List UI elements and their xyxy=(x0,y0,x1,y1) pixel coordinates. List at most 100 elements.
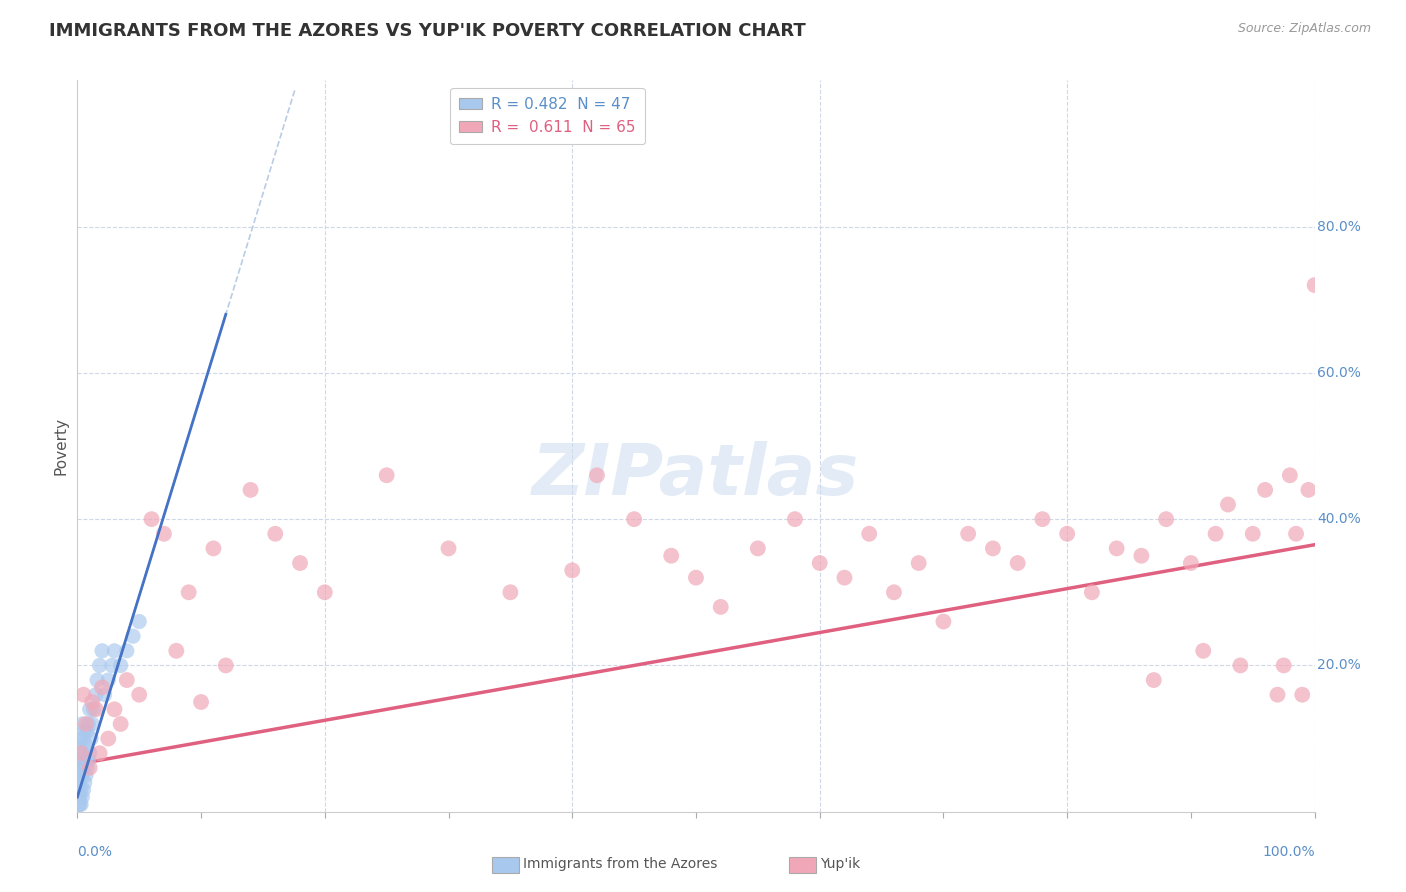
Point xyxy=(264,526,287,541)
Point xyxy=(69,754,91,768)
Text: Yup'ik: Yup'ik xyxy=(820,857,860,871)
Point xyxy=(76,724,98,739)
Text: 40.0%: 40.0% xyxy=(1317,512,1361,526)
Point xyxy=(1241,526,1264,541)
Text: IMMIGRANTS FROM THE AZORES VS YUP'IK POVERTY CORRELATION CHART: IMMIGRANTS FROM THE AZORES VS YUP'IK POV… xyxy=(49,22,806,40)
Point xyxy=(1229,658,1251,673)
Point xyxy=(70,731,93,746)
Point xyxy=(110,717,132,731)
Point xyxy=(86,673,108,687)
Point xyxy=(72,688,94,702)
Point xyxy=(747,541,769,556)
Point xyxy=(82,717,104,731)
Point xyxy=(79,761,101,775)
Point xyxy=(288,556,311,570)
Point xyxy=(1154,512,1177,526)
Point xyxy=(586,468,609,483)
Point xyxy=(77,754,100,768)
Point xyxy=(72,731,94,746)
Point xyxy=(128,615,150,629)
Point xyxy=(1278,468,1301,483)
Point xyxy=(858,526,880,541)
Point xyxy=(115,644,138,658)
Point xyxy=(115,673,138,687)
Point xyxy=(623,512,645,526)
Point xyxy=(1254,483,1277,497)
Point xyxy=(69,797,91,812)
Point xyxy=(79,746,101,760)
Legend: R = 0.482  N = 47, R =  0.611  N = 65: R = 0.482 N = 47, R = 0.611 N = 65 xyxy=(450,88,645,144)
Point xyxy=(72,717,94,731)
Point xyxy=(122,629,145,643)
Point xyxy=(72,790,94,805)
Point xyxy=(89,746,111,760)
Point xyxy=(70,761,93,775)
Point xyxy=(73,724,96,739)
Y-axis label: Poverty: Poverty xyxy=(53,417,69,475)
Point xyxy=(1105,541,1128,556)
Bar xyxy=(789,857,815,873)
Point xyxy=(69,775,91,789)
Point xyxy=(499,585,522,599)
Point xyxy=(1285,526,1308,541)
Text: Source: ZipAtlas.com: Source: ZipAtlas.com xyxy=(1237,22,1371,36)
Point xyxy=(1216,498,1239,512)
Point xyxy=(76,761,98,775)
Point xyxy=(75,768,97,782)
Point xyxy=(710,599,733,614)
Point xyxy=(141,512,163,526)
Point xyxy=(75,717,97,731)
Point xyxy=(239,483,262,497)
Point xyxy=(1081,585,1104,599)
Point xyxy=(103,644,125,658)
Text: 60.0%: 60.0% xyxy=(1317,366,1361,380)
Point xyxy=(561,563,583,577)
Point xyxy=(659,549,682,563)
Point xyxy=(834,571,856,585)
Point xyxy=(67,775,90,789)
Point xyxy=(1056,526,1078,541)
Point xyxy=(84,688,107,702)
Point xyxy=(84,702,107,716)
Point xyxy=(67,768,90,782)
Point xyxy=(981,541,1004,556)
Point xyxy=(1192,644,1215,658)
Text: 20.0%: 20.0% xyxy=(1317,658,1361,673)
Point xyxy=(73,754,96,768)
Point xyxy=(1267,688,1289,702)
Point xyxy=(1298,483,1320,497)
Point xyxy=(153,526,176,541)
Point xyxy=(202,541,225,556)
Point xyxy=(70,782,93,797)
Text: 80.0%: 80.0% xyxy=(1317,219,1361,234)
Point xyxy=(82,695,104,709)
Point xyxy=(67,790,90,805)
Point xyxy=(883,585,905,599)
Point xyxy=(101,658,124,673)
Point xyxy=(1272,658,1295,673)
Point xyxy=(957,526,980,541)
Point xyxy=(783,512,806,526)
Point xyxy=(72,746,94,760)
Text: ZIPatlas: ZIPatlas xyxy=(533,441,859,509)
Point xyxy=(437,541,460,556)
Point xyxy=(1205,526,1227,541)
Point xyxy=(1303,278,1326,293)
Point xyxy=(110,658,132,673)
Point xyxy=(80,731,103,746)
Point xyxy=(72,761,94,775)
Point xyxy=(69,739,91,753)
Point xyxy=(808,556,831,570)
Point xyxy=(82,702,104,716)
Point xyxy=(314,585,336,599)
Bar xyxy=(492,857,519,873)
Point xyxy=(1180,556,1202,570)
Point xyxy=(70,746,93,760)
Point xyxy=(128,688,150,702)
Point xyxy=(215,658,238,673)
Point xyxy=(69,790,91,805)
Point xyxy=(73,775,96,789)
Point xyxy=(165,644,187,658)
Point xyxy=(932,615,955,629)
Point xyxy=(75,739,97,753)
